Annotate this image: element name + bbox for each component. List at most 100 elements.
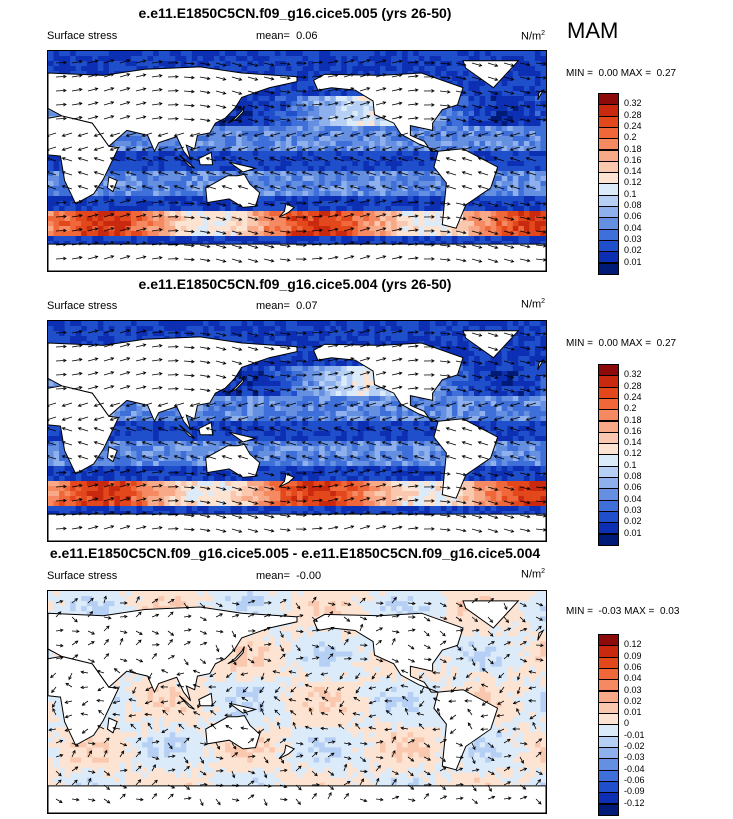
- wind-vector-arrow: [359, 371, 371, 376]
- wind-vector-arrow: [183, 229, 195, 234]
- wind-vector-arrow: [109, 157, 121, 162]
- wind-vector-arrow: [375, 241, 387, 246]
- wind-vector-arrow: [48, 146, 57, 151]
- wind-vector-arrow: [135, 765, 142, 772]
- wind-vector-arrow: [461, 441, 473, 446]
- wind-vector-arrow: [173, 441, 185, 446]
- wind-vector-arrow: [304, 683, 313, 688]
- wind-vector-arrow: [183, 257, 195, 262]
- wind-vector-arrow: [144, 700, 153, 705]
- wind-vector-arrow: [336, 686, 345, 691]
- wind-vector-arrow: [375, 601, 384, 605]
- wind-vector-arrow: [407, 770, 414, 777]
- wind-vector-arrow: [455, 796, 464, 801]
- wind-vector-arrow: [103, 343, 115, 348]
- landmass: [278, 203, 296, 218]
- wind-vector-arrow: [464, 699, 473, 703]
- wind-vector-arrow: [205, 157, 217, 162]
- wind-vector-arrow: [535, 778, 542, 786]
- wind-vector-arrow: [167, 512, 179, 517]
- wind-vector-arrow: [311, 526, 323, 531]
- wind-vector-arrow: [455, 755, 464, 760]
- wind-vector-arrow: [141, 157, 153, 162]
- wind-vector-arrow: [455, 244, 467, 249]
- wind-vector-arrow: [71, 59, 83, 64]
- wind-vector-arrow: [333, 441, 345, 446]
- wind-vector-arrow: [327, 525, 339, 530]
- wind-vector-arrow: [471, 104, 483, 109]
- wind-vector-arrow: [135, 241, 147, 246]
- wind-vector-arrow: [112, 700, 121, 704]
- wind-vector-arrow: [480, 727, 489, 732]
- wind-vector-arrow: [71, 742, 80, 747]
- wind-vector-arrow: [359, 741, 368, 746]
- wind-vector-arrow: [80, 670, 89, 675]
- wind-vector-arrow: [199, 258, 211, 263]
- wind-vector-arrow: [199, 244, 211, 249]
- colorbar-label: 0.01: [624, 256, 642, 267]
- wind-vector-arrow: [295, 345, 307, 349]
- wind-vector-arrow: [167, 102, 179, 107]
- colorbar-label: 0.04: [624, 493, 642, 504]
- wind-vector-arrow: [467, 722, 473, 730]
- wind-vector-arrow: [375, 73, 387, 78]
- wind-vector-arrow: [471, 360, 483, 365]
- wind-vector-arrow: [119, 614, 128, 619]
- wind-vector-arrow: [151, 256, 163, 260]
- wind-vector-arrow: [487, 118, 499, 123]
- wind-vector-arrow: [295, 257, 307, 261]
- wind-vector-arrow: [359, 115, 371, 120]
- wind-vector-arrow: [407, 330, 419, 334]
- wind-vector-arrow: [71, 329, 83, 334]
- wind-vector-arrow: [157, 185, 169, 190]
- wind-vector-arrow: [295, 359, 307, 363]
- wind-vector-arrow: [96, 698, 105, 703]
- wind-vector-arrow: [231, 90, 243, 95]
- wind-vector-arrow: [375, 497, 387, 502]
- wind-vector-arrow: [311, 344, 323, 349]
- wind-vector-arrow: [215, 783, 224, 788]
- panel-1-variable-label: Surface stress: [47, 30, 118, 42]
- wind-vector-arrow: [157, 157, 169, 162]
- wind-vector-arrow: [269, 185, 281, 190]
- wind-vector-arrow: [119, 742, 128, 747]
- wind-vector-arrow: [205, 427, 217, 432]
- wind-vector-arrow: [103, 798, 111, 804]
- wind-vector-arrow: [253, 185, 265, 190]
- wind-vector-arrow: [455, 202, 467, 207]
- wind-vector-arrow: [516, 672, 521, 681]
- landmass: [48, 785, 546, 813]
- wind-vector-arrow: [167, 358, 179, 363]
- panel-1-title: e.e11.E1850C5CN.f09_g16.cice5.005 (yrs 2…: [138, 5, 452, 21]
- wind-vector-arrow: [253, 157, 265, 162]
- colorbar-label: 0.03: [624, 684, 642, 695]
- wind-vector-arrow: [503, 766, 511, 772]
- colorbar-label: 0.32: [624, 98, 642, 109]
- wind-vector-arrow: [288, 698, 297, 702]
- panel-2-mean-value: 0.07: [296, 300, 318, 312]
- wind-vector-arrow: [93, 171, 105, 176]
- wind-vector-arrow: [119, 73, 131, 78]
- colorbar-label: 0.06: [624, 482, 642, 493]
- wind-vector-arrow: [471, 244, 483, 249]
- wind-vector-arrow: [535, 216, 546, 220]
- wind-vector-arrow: [295, 471, 307, 475]
- wind-vector-arrow: [199, 782, 208, 787]
- wind-vector-arrow: [295, 784, 302, 791]
- wind-vector-arrow: [87, 213, 99, 218]
- wind-vector-arrow: [130, 723, 137, 730]
- panel-3-minmax: MIN = -0.03 MAX = 0.03: [566, 606, 680, 617]
- wind-vector-arrow: [97, 725, 105, 730]
- wind-vector-arrow: [327, 469, 339, 474]
- colorbar-label: -0.04: [624, 763, 645, 774]
- wind-vector-arrow: [397, 455, 409, 460]
- wind-vector-arrow: [423, 243, 435, 247]
- wind-vector-arrow: [167, 60, 179, 65]
- wind-vector-arrow: [48, 185, 57, 190]
- landmass: [205, 443, 261, 478]
- wind-vector-arrow: [365, 441, 377, 446]
- wind-vector-arrow: [439, 739, 447, 744]
- wind-vector-arrow: [160, 700, 169, 704]
- wind-vector-arrow: [119, 371, 131, 376]
- wind-vector-arrow: [231, 244, 243, 249]
